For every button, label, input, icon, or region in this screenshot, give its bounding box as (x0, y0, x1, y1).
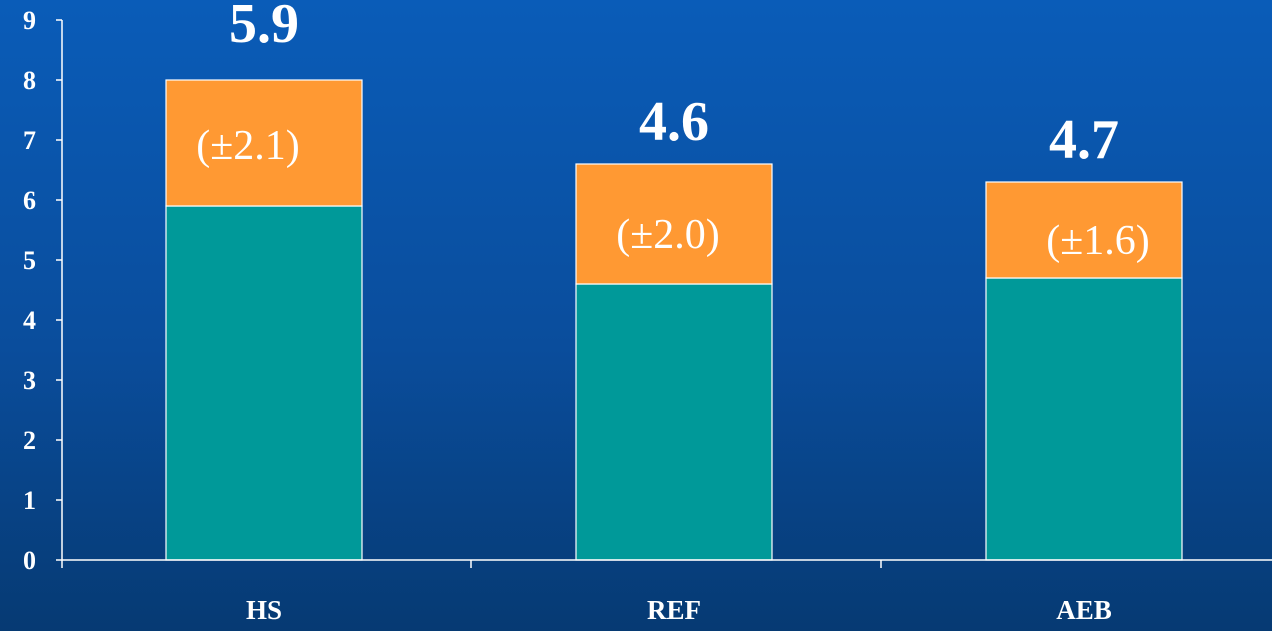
error-label: (±2.0) (616, 212, 720, 258)
y-tick-label: 8 (23, 66, 36, 95)
y-tick-label: 0 (23, 546, 36, 575)
y-tick-label: 6 (23, 186, 36, 215)
x-category-label: HS (246, 595, 282, 625)
value-label: 4.6 (639, 91, 709, 153)
y-tick-label: 7 (23, 126, 36, 155)
y-ticks-group: 0 1 2 3 4 5 6 7 8 9 (23, 6, 62, 575)
y-tick-label: 4 (23, 306, 36, 335)
bar-segment-error (165, 79, 363, 207)
bar-segment-error (985, 181, 1183, 279)
bar-segment-mean (575, 283, 773, 561)
bar-segment-error (575, 163, 773, 285)
bars-group (165, 79, 1183, 561)
bar-segment-mean (165, 205, 363, 561)
y-tick-label: 5 (23, 246, 36, 275)
y-tick-label: 1 (23, 486, 36, 515)
labels-group: 5.9 (±2.1) HS 4.6 (±2.0) REF 4.7 (±1.6) AEB (196, 0, 1150, 625)
value-label: 5.9 (229, 0, 299, 55)
error-label: (±2.1) (196, 123, 300, 169)
x-category-label: AEB (1056, 595, 1112, 625)
y-tick-label: 2 (23, 426, 36, 455)
value-label: 4.7 (1049, 109, 1119, 171)
y-tick-label: 3 (23, 366, 36, 395)
bar-segment-mean (985, 277, 1183, 561)
x-ticks-group (61, 560, 882, 568)
error-label: (±1.6) (1046, 218, 1150, 264)
x-category-label: REF (647, 595, 701, 625)
axes-group (61, 20, 1272, 561)
y-tick-label: 9 (23, 6, 36, 35)
